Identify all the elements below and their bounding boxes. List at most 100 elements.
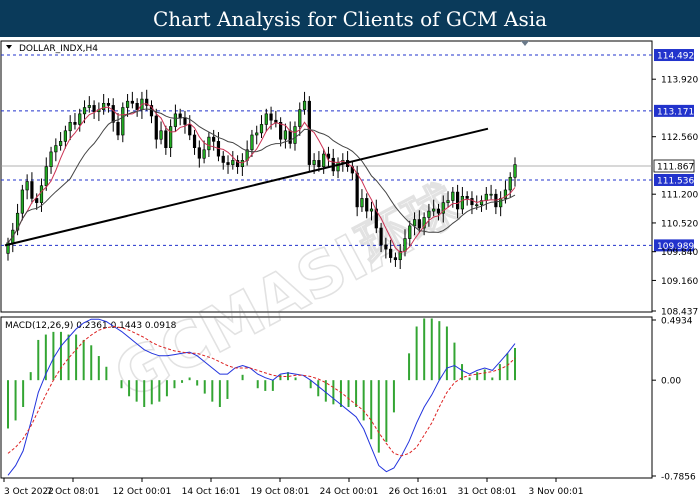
candle-body	[188, 124, 192, 136]
time-tick-label: 24 Oct 00:01	[320, 487, 379, 497]
candle-body	[154, 115, 158, 140]
candle-body	[456, 191, 460, 210]
candle-body	[317, 160, 321, 168]
candle-body	[288, 130, 292, 144]
candle-body	[283, 130, 288, 140]
candle-body	[369, 208, 374, 212]
time-tick-label: 14 Oct 16:01	[182, 487, 241, 497]
candle-body	[173, 113, 178, 127]
price-tick-label: 111.536	[657, 176, 694, 186]
candle-body	[269, 113, 273, 121]
shift-marker-icon[interactable]	[521, 41, 529, 46]
time-tick-label: 19 Oct 08:01	[251, 487, 310, 497]
candle-body	[499, 198, 503, 208]
candle-body	[255, 132, 259, 136]
candle-body	[6, 242, 10, 254]
candle-body	[121, 107, 125, 136]
price-tick-label: 110.520	[661, 219, 698, 229]
candle-body	[446, 200, 450, 203]
candle-body	[15, 212, 20, 231]
candle-body	[460, 196, 464, 210]
candle-body	[235, 160, 240, 168]
candle-body	[68, 122, 72, 132]
candle-body	[59, 141, 63, 146]
candle-body	[44, 166, 48, 187]
candle-body	[470, 198, 474, 206]
candle-body	[259, 124, 264, 134]
signal-line	[7, 325, 516, 457]
candle-body	[197, 147, 201, 159]
time-tick-label: 3 Nov 00:01	[529, 487, 584, 497]
candle-body	[30, 181, 34, 199]
candle-body	[412, 219, 417, 227]
candle-body	[25, 181, 29, 191]
chart-canvas: DOLLAR_INDX,H4 MACD(12,26,9) 0.2361 0.14…	[0, 37, 700, 500]
candle-body	[422, 217, 426, 229]
candle-body	[489, 193, 493, 196]
candle-body	[408, 225, 412, 239]
candle-body	[73, 122, 77, 125]
candle-body	[379, 227, 383, 246]
candle-body	[221, 155, 225, 163]
price-tick-label: 111.200	[661, 191, 698, 201]
price-tick-label: 112.560	[661, 133, 698, 143]
macd-tick-label: 0.4934	[661, 317, 693, 327]
candle-body	[264, 113, 268, 125]
time-tick-label: 7 Oct 08:01	[47, 487, 100, 497]
symbol-label: DOLLAR_INDX,H4	[19, 44, 98, 54]
candle-body	[398, 250, 402, 261]
candle-body	[393, 257, 398, 261]
candle-body	[20, 189, 24, 214]
candle-body	[322, 153, 326, 168]
price-tag-bg	[654, 173, 694, 186]
price-tag-bg	[653, 159, 695, 173]
candle-body	[403, 238, 407, 252]
candle-body	[513, 164, 517, 178]
candle-body	[125, 100, 130, 108]
candle-body	[106, 102, 111, 106]
candle-body	[293, 126, 297, 144]
price-tag-bg	[654, 104, 694, 117]
candle-body	[130, 100, 134, 104]
candle-body	[475, 204, 479, 207]
candle-body	[240, 160, 244, 168]
candle-body	[111, 105, 115, 123]
candle-body	[432, 208, 436, 212]
candle-body	[54, 145, 58, 153]
price-tick-label: 113.920	[661, 76, 698, 86]
trendline	[4, 127, 489, 247]
candle-body	[484, 193, 488, 201]
ma-gray-line	[7, 108, 516, 244]
candle-body	[49, 151, 53, 168]
candle-body	[63, 130, 67, 142]
price-tick-label: 109.840	[661, 248, 698, 258]
candle-body	[417, 219, 421, 229]
candle-body	[441, 202, 445, 214]
macd-tick-label: -0.7856	[661, 473, 696, 483]
price-tag-bg	[654, 239, 694, 252]
candle-body	[92, 105, 96, 113]
candle-body	[312, 160, 316, 165]
price-panel: DOLLAR_INDX,H4	[0, 40, 653, 313]
price-tag-bg	[654, 49, 694, 62]
candle-body	[503, 189, 508, 199]
price-tick-label: 108.437	[661, 308, 698, 318]
macd-line	[7, 318, 516, 476]
candle-body	[389, 248, 393, 258]
price-tick-label: 113.171	[657, 107, 694, 117]
candle-body	[355, 172, 359, 208]
price-tick-label: 111.867	[657, 162, 694, 172]
candle-body	[508, 176, 512, 191]
candle-body	[183, 117, 187, 125]
candle-body	[427, 210, 431, 218]
candle-body	[164, 130, 168, 148]
candle-body	[39, 185, 44, 203]
candle-body	[102, 102, 106, 110]
candle-body	[202, 149, 206, 159]
chart-banner-title: Chart Analysis for Clients of GCM Asia	[0, 0, 700, 37]
collapse-triangle-icon[interactable]	[6, 45, 12, 49]
candle-body	[384, 244, 388, 250]
candle-body	[307, 100, 311, 165]
candle-body	[159, 130, 163, 140]
candle-body	[326, 153, 331, 159]
